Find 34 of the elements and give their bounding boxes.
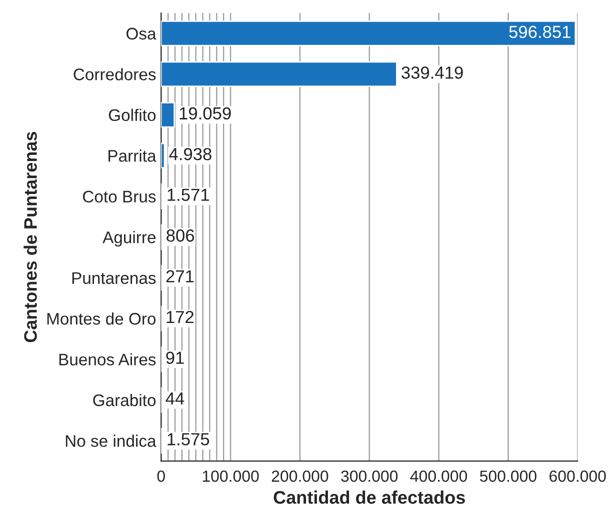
data-label: 19.059 <box>180 107 231 120</box>
bar <box>161 61 398 88</box>
y-tick-label: Garabito <box>93 394 156 406</box>
x-tick-label: 200.000 <box>272 470 328 482</box>
y-tick-label: Golfito <box>108 108 156 122</box>
data-label: 91 <box>166 352 184 364</box>
data-label: 339.419 <box>402 66 463 79</box>
x-axis-title: Cantidad de afectados <box>274 490 465 504</box>
y-tick-label: No se indica <box>66 434 156 447</box>
bar <box>161 102 176 128</box>
data-label: 1.571 <box>168 188 209 201</box>
x-tick-label: 400.000 <box>410 470 468 482</box>
y-tick-label: Osa <box>126 28 156 40</box>
data-label: 4.938 <box>169 148 212 160</box>
bar <box>161 20 576 46</box>
x-tick-label: 600.000 <box>550 470 606 482</box>
y-axis-title: Cantones de Puntarenas <box>24 132 37 342</box>
x-tick-label: 500.000 <box>480 470 536 482</box>
data-label: 806 <box>166 229 194 242</box>
data-label: 172 <box>166 310 194 324</box>
y-tick-label: Puntarenas <box>72 272 156 284</box>
data-label: 271 <box>166 270 194 282</box>
y-tick-label: Buenos Aires <box>59 353 156 366</box>
y-tick-label: Aguirre <box>102 231 156 247</box>
x-tick-label: 0 <box>157 470 165 482</box>
y-tick-label: Corredores <box>74 68 156 80</box>
y-tick-label: Montes de Oro <box>47 312 156 325</box>
y-tick-label: Coto Brus <box>83 190 156 203</box>
data-label: 44 <box>166 392 184 404</box>
data-label: 596.851 <box>509 26 570 38</box>
y-tick-label: Parrita <box>108 150 156 162</box>
x-tick-label: 100.000 <box>202 470 259 482</box>
data-label: 1.575 <box>168 433 210 446</box>
x-tick-label: 300.000 <box>341 470 398 482</box>
